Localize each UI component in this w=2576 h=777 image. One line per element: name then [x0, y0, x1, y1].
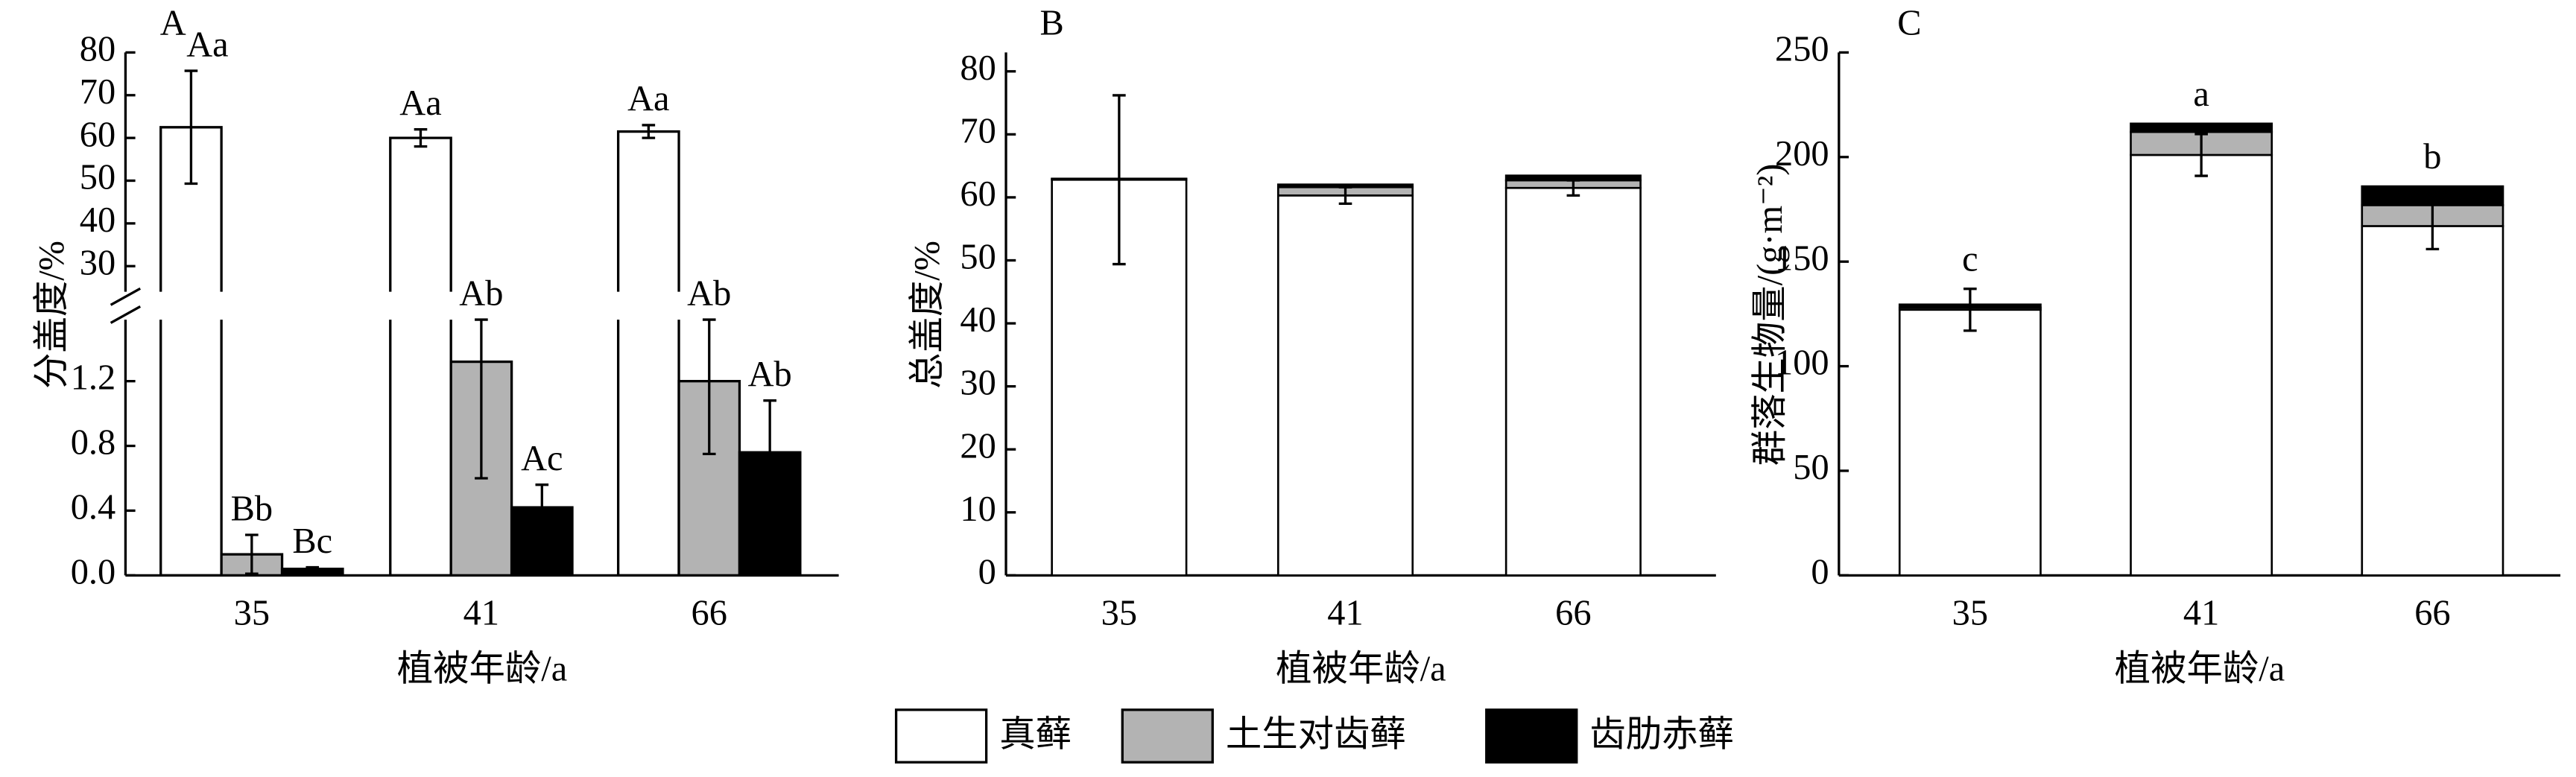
x-axis-label: 植被年龄/a — [1276, 649, 1446, 688]
y-tick-label: 10 — [960, 489, 996, 529]
break-mark — [110, 287, 142, 306]
y-tick-label: 0.8 — [71, 423, 116, 463]
y-tick-label: 1.2 — [71, 358, 116, 398]
x-tick-label: 66 — [1555, 593, 1591, 632]
y-axis-label: 分盖度/% — [32, 241, 72, 389]
y-axis-label: 群落生物量/(g·m⁻²) — [1750, 164, 1790, 466]
legend-swatch — [1485, 708, 1578, 764]
y-tick-label: 60 — [80, 115, 115, 154]
axis-break — [110, 287, 142, 324]
y-tick-label: 50 — [960, 238, 996, 277]
y-tick-label: 0.0 — [71, 552, 116, 592]
y-tick-label: 40 — [80, 200, 115, 240]
bar-segment — [2130, 122, 2273, 133]
y-tick-label: 60 — [960, 174, 996, 214]
legend-label: 真藓 — [999, 714, 1072, 754]
y-tick-label: 100 — [1775, 343, 1829, 383]
x-tick-label: 41 — [1327, 593, 1363, 632]
value-label: a — [2193, 74, 2209, 114]
x-tick-label: 35 — [234, 593, 270, 632]
break-mark — [110, 305, 142, 324]
bar — [389, 320, 452, 577]
y-tick-label: 150 — [1775, 238, 1829, 278]
y-tick-label: 80 — [80, 30, 115, 69]
x-tick-label: 41 — [2183, 593, 2219, 632]
y-tick-label: 30 — [960, 364, 996, 403]
panel-letter: C — [1897, 3, 1921, 42]
y-tick-label: 200 — [1775, 134, 1829, 174]
legend: 真藓 土生对齿藓 齿肋赤藓 — [894, 708, 1734, 764]
value-label: Ab — [748, 355, 792, 394]
break-gap — [110, 295, 141, 317]
value-label: Ab — [459, 273, 503, 313]
value-label: Aa — [186, 25, 228, 64]
x-axis-label: 植被年龄/a — [397, 649, 568, 688]
x-tick-label: 41 — [463, 593, 499, 632]
bar-segment — [2361, 225, 2504, 577]
legend-label: 土生对齿藓 — [1226, 714, 1406, 754]
value-label: Bc — [292, 521, 332, 561]
value-label: c — [1962, 240, 1978, 279]
y-tick-label: 20 — [960, 426, 996, 466]
y-axis-label: 总盖度/% — [908, 241, 947, 389]
bar-segment — [1898, 308, 2042, 577]
x-tick-label: 66 — [692, 593, 727, 632]
panel-letter: A — [160, 3, 186, 42]
y-tick-label: 70 — [960, 111, 996, 150]
x-tick-label: 35 — [1101, 593, 1137, 632]
legend-swatch — [1121, 708, 1214, 764]
value-label: Ac — [521, 439, 563, 478]
bar — [616, 320, 680, 577]
y-tick-label: 50 — [80, 158, 115, 197]
panel: B 总盖度/% 植被年龄/a 35 41 66 0 10 20 30 40 50 60 70 80 — [908, 3, 1716, 688]
bar-segment — [2130, 153, 2273, 577]
legend-swatch — [894, 708, 988, 764]
bar — [616, 130, 680, 292]
x-tick-label: 66 — [2414, 593, 2450, 632]
x-axis-label: 植被年龄/a — [2115, 649, 2285, 688]
y-tick-label: 80 — [960, 48, 996, 88]
panel: C 群落生物量/(g·m⁻²) 植被年龄/a 35 41 66 0 50 100 150 200 25… — [1750, 3, 2561, 688]
value-label: Ab — [687, 273, 731, 313]
y-tick-label: 50 — [1793, 448, 1829, 487]
legend-label: 齿肋赤藓 — [1589, 714, 1734, 754]
y-tick-label: 250 — [1775, 30, 1829, 69]
y-tick-label: 0 — [978, 552, 996, 592]
value-label: Aa — [399, 83, 441, 123]
bar-segment — [1504, 186, 1642, 577]
y-tick-label: 0.4 — [71, 488, 116, 527]
y-tick-label: 0 — [1811, 552, 1829, 592]
x-tick-label: 35 — [1952, 593, 1988, 632]
bar-segment — [1276, 194, 1414, 577]
value-label: Aa — [627, 79, 669, 118]
y-tick-label: 70 — [80, 72, 115, 112]
value-label: b — [2423, 137, 2441, 177]
panel-letter: B — [1039, 3, 1063, 42]
y-tick-label: 40 — [960, 300, 996, 340]
y-tick-label: 30 — [80, 243, 115, 282]
bar — [159, 320, 223, 577]
value-label: Bb — [231, 489, 273, 528]
bar — [389, 136, 452, 292]
